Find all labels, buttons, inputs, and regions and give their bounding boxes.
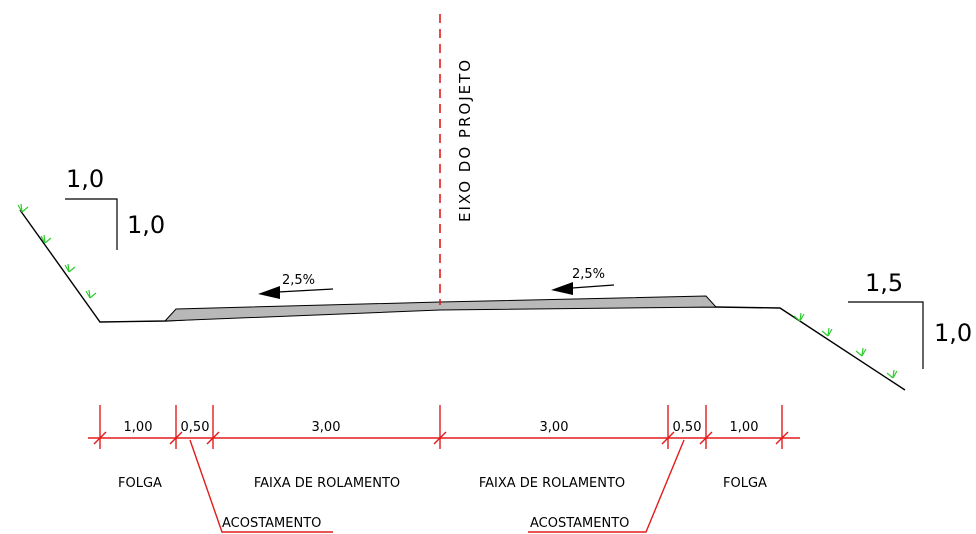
- slope-right-value: 2,5%: [572, 267, 605, 282]
- right-slope-ratio: 1,5 1,0: [848, 269, 972, 369]
- shoulder-leaders: [189, 439, 685, 533]
- left-slope-vertical: 1,0: [127, 211, 165, 239]
- grass-right: [793, 312, 898, 379]
- dim-folga-left: 1,00: [124, 420, 153, 435]
- grass-left: [17, 203, 97, 299]
- dim-folga-right: 1,00: [730, 420, 759, 435]
- pavement: [163, 295, 718, 322]
- right-slope-vertical: 1,0: [934, 319, 972, 347]
- zone-folga-left: FOLGA: [118, 476, 162, 491]
- shoulder-label-left: ACOSTAMENTO: [222, 516, 321, 531]
- left-slope-horizontal: 1,0: [66, 165, 104, 193]
- slope-arrow-right: 2,5%: [551, 267, 615, 295]
- dim-lane-right: 3,00: [540, 420, 569, 435]
- left-slope-ratio: 1,0 1,0: [65, 165, 165, 250]
- dim-lane-left: 3,00: [312, 420, 341, 435]
- right-slope-horizontal: 1,5: [865, 269, 903, 297]
- dimension-values: 1,00 0,50 3,00 3,00 0,50 1,00: [124, 420, 759, 435]
- zone-labels: FOLGA FAIXA DE ROLAMENTO FAIXA DE ROLAME…: [118, 476, 767, 491]
- shoulder-label-right: ACOSTAMENTO: [530, 516, 629, 531]
- dimension-line: [88, 405, 800, 449]
- zone-lane-right: FAIXA DE ROLAMENTO: [479, 476, 625, 491]
- project-axis-label: EIXO DO PROJETO: [456, 58, 474, 222]
- dim-shoulder-left: 0,50: [181, 420, 210, 435]
- slope-arrow-left: 2,5%: [258, 273, 334, 299]
- dim-shoulder-right: 0,50: [673, 420, 702, 435]
- zone-lane-left: FAIXA DE ROLAMENTO: [254, 476, 400, 491]
- zone-folga-right: FOLGA: [723, 476, 767, 491]
- slope-left-value: 2,5%: [282, 273, 315, 288]
